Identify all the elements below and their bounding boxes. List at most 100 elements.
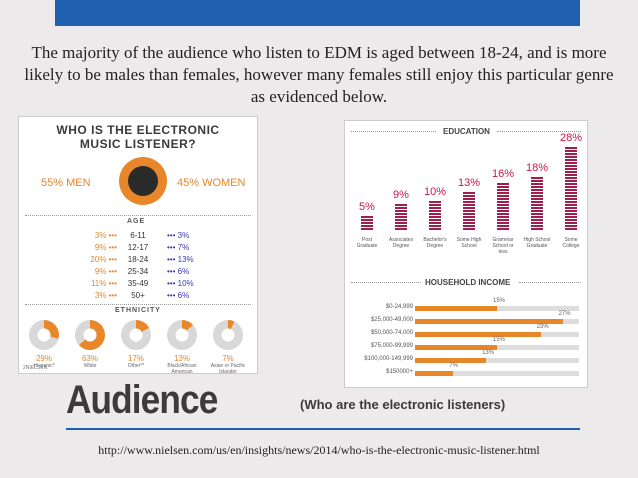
- ethnicity-name: Asian or Pacific Islander: [210, 363, 246, 375]
- income-value: 15%: [493, 337, 506, 343]
- income-row: $50,000-74,000 23%: [345, 324, 587, 341]
- age-women-value: ••• 13%: [167, 255, 194, 264]
- audience-heading: Audience: [66, 378, 218, 422]
- income-row: $25,000-49,000 27%: [345, 311, 587, 328]
- income-bracket: $75,000-99,999: [370, 343, 413, 349]
- income-row: $150000+ 7%: [345, 363, 587, 380]
- age-women-value: ••• 10%: [167, 279, 194, 288]
- ethnicity-item: 29% Hispanic*: [25, 320, 63, 369]
- education-bar: [395, 204, 407, 231]
- income-track: [415, 345, 579, 350]
- age-men-value: 3% •••: [94, 291, 117, 300]
- age-row: 3% ••• 6-11 ••• 3%: [19, 231, 257, 242]
- education-title: EDUCATION: [443, 127, 490, 136]
- income-bar: [415, 332, 541, 337]
- age-row: 3% ••• 50+ ••• 6%: [19, 291, 257, 302]
- ethnicity-donut: [75, 320, 105, 350]
- infographic-title-2: MUSIC LISTENER?: [79, 137, 197, 151]
- men-share: 55% MEN: [41, 177, 91, 189]
- education-bar: [463, 192, 475, 231]
- ethnicity-donut: [213, 320, 243, 350]
- income-bar: [415, 319, 563, 324]
- education-value: 9%: [393, 189, 409, 201]
- age-men-value: 9% •••: [94, 267, 117, 276]
- intro-line-1: The majority of the audience who listen …: [31, 43, 607, 62]
- income-value: 23%: [536, 324, 549, 330]
- women-share: 45% WOMEN: [177, 177, 246, 189]
- divider: [25, 304, 251, 305]
- education-category: Grammar School or less: [492, 237, 514, 255]
- education-bar: [497, 183, 509, 231]
- income-bar: [415, 371, 454, 376]
- ethnicity-pct: 13%: [173, 354, 190, 363]
- income-bracket: $50,000-74,000: [370, 330, 413, 336]
- education-value: 16%: [491, 168, 515, 180]
- ethnicity-item: 7% Asian or Pacific Islander: [209, 320, 247, 375]
- income-row: $75,000-99,999 15%: [345, 337, 587, 354]
- income-value: 7%: [449, 363, 458, 369]
- education-value: 13%: [457, 177, 481, 189]
- income-value: 15%: [493, 298, 506, 304]
- title-bar: [55, 0, 580, 26]
- infographic-title-1: WHO IS THE ELECTRONIC: [56, 123, 220, 137]
- education-category: High School Graduate: [523, 237, 551, 249]
- ethnicity-item: 63% White: [71, 320, 109, 369]
- age-men-value: 3% •••: [94, 231, 117, 240]
- income-track: [415, 371, 579, 376]
- ethnicity-name: White: [83, 363, 97, 369]
- income-value: 27%: [558, 311, 571, 317]
- age-women-value: ••• 6%: [167, 291, 190, 300]
- income-value: 13%: [482, 350, 495, 356]
- income-title: HOUSEHOLD INCOME: [425, 278, 511, 287]
- ethnicity-pct: 29%: [35, 354, 52, 363]
- ethnicity-pct: 7%: [222, 354, 234, 363]
- ethnicity-title: ETHNICITY: [115, 307, 161, 314]
- education-category: Post Graduate: [356, 237, 378, 249]
- audience-subheading: (Who are the electronic listeners): [300, 397, 506, 412]
- intro-line-2: likely to be males than females, however…: [24, 65, 614, 84]
- age-men-value: 9% •••: [94, 243, 117, 252]
- age-range: 12-17: [127, 243, 149, 252]
- intro-text: The majority of the audience who listen …: [0, 42, 638, 108]
- ethnicity-name: Other**: [127, 363, 145, 369]
- divider: [25, 215, 251, 216]
- education-value: 18%: [525, 162, 549, 174]
- source-url[interactable]: http://www.nielsen.com/us/en/insights/ne…: [98, 443, 540, 457]
- age-range: 50+: [131, 291, 145, 300]
- ethnicity-name: Hispanic*: [33, 363, 55, 369]
- age-row: 20% ••• 18-24 ••• 13%: [19, 255, 257, 266]
- education-bar: [361, 216, 373, 231]
- ethnicity-donut: [29, 320, 59, 350]
- education-category: Some College: [562, 237, 580, 249]
- income-bracket: $25,000-49,000: [370, 317, 413, 323]
- income-bracket: $150000+: [386, 369, 413, 375]
- ethnicity-pct: 17%: [127, 354, 144, 363]
- age-row: 9% ••• 25-34 ••• 6%: [19, 267, 257, 278]
- education-bar: [531, 177, 543, 231]
- income-row: $0-24,999 15%: [345, 298, 587, 315]
- age-range: 18-24: [127, 255, 149, 264]
- intro-line-3: as evidenced below.: [250, 87, 388, 106]
- education-value: 10%: [423, 186, 447, 198]
- ethnicity-name: Black/African American: [167, 363, 197, 375]
- demographics-infographic: EDUCATION 5% Post Graduate 9% Associates De…: [344, 120, 588, 388]
- age-title: AGE: [127, 218, 146, 225]
- divider: [497, 131, 581, 132]
- age-men-value: 20% •••: [90, 255, 117, 264]
- ethnicity-pct: 63%: [81, 354, 98, 363]
- ethnicity-item: 13% Black/African American: [163, 320, 201, 375]
- ethnicity-donut: [121, 320, 151, 350]
- education-value: 5%: [359, 201, 375, 213]
- age-range: 35-49: [127, 279, 149, 288]
- age-men-value: 11% •••: [90, 279, 117, 288]
- income-bar: [415, 306, 497, 311]
- income-bracket: $0-24,999: [385, 304, 413, 310]
- education-category: Bachelor's Degree: [423, 237, 447, 249]
- listener-infographic: WHO IS THE ELECTRONIC MUSIC LISTENER? 55…: [18, 116, 258, 375]
- divider: [519, 282, 581, 283]
- ethnicity-item: 17% Other**: [117, 320, 155, 369]
- income-bar: [415, 358, 487, 363]
- education-category: Some High School: [456, 237, 482, 249]
- age-women-value: ••• 7%: [167, 243, 190, 252]
- age-women-value: ••• 3%: [167, 231, 190, 240]
